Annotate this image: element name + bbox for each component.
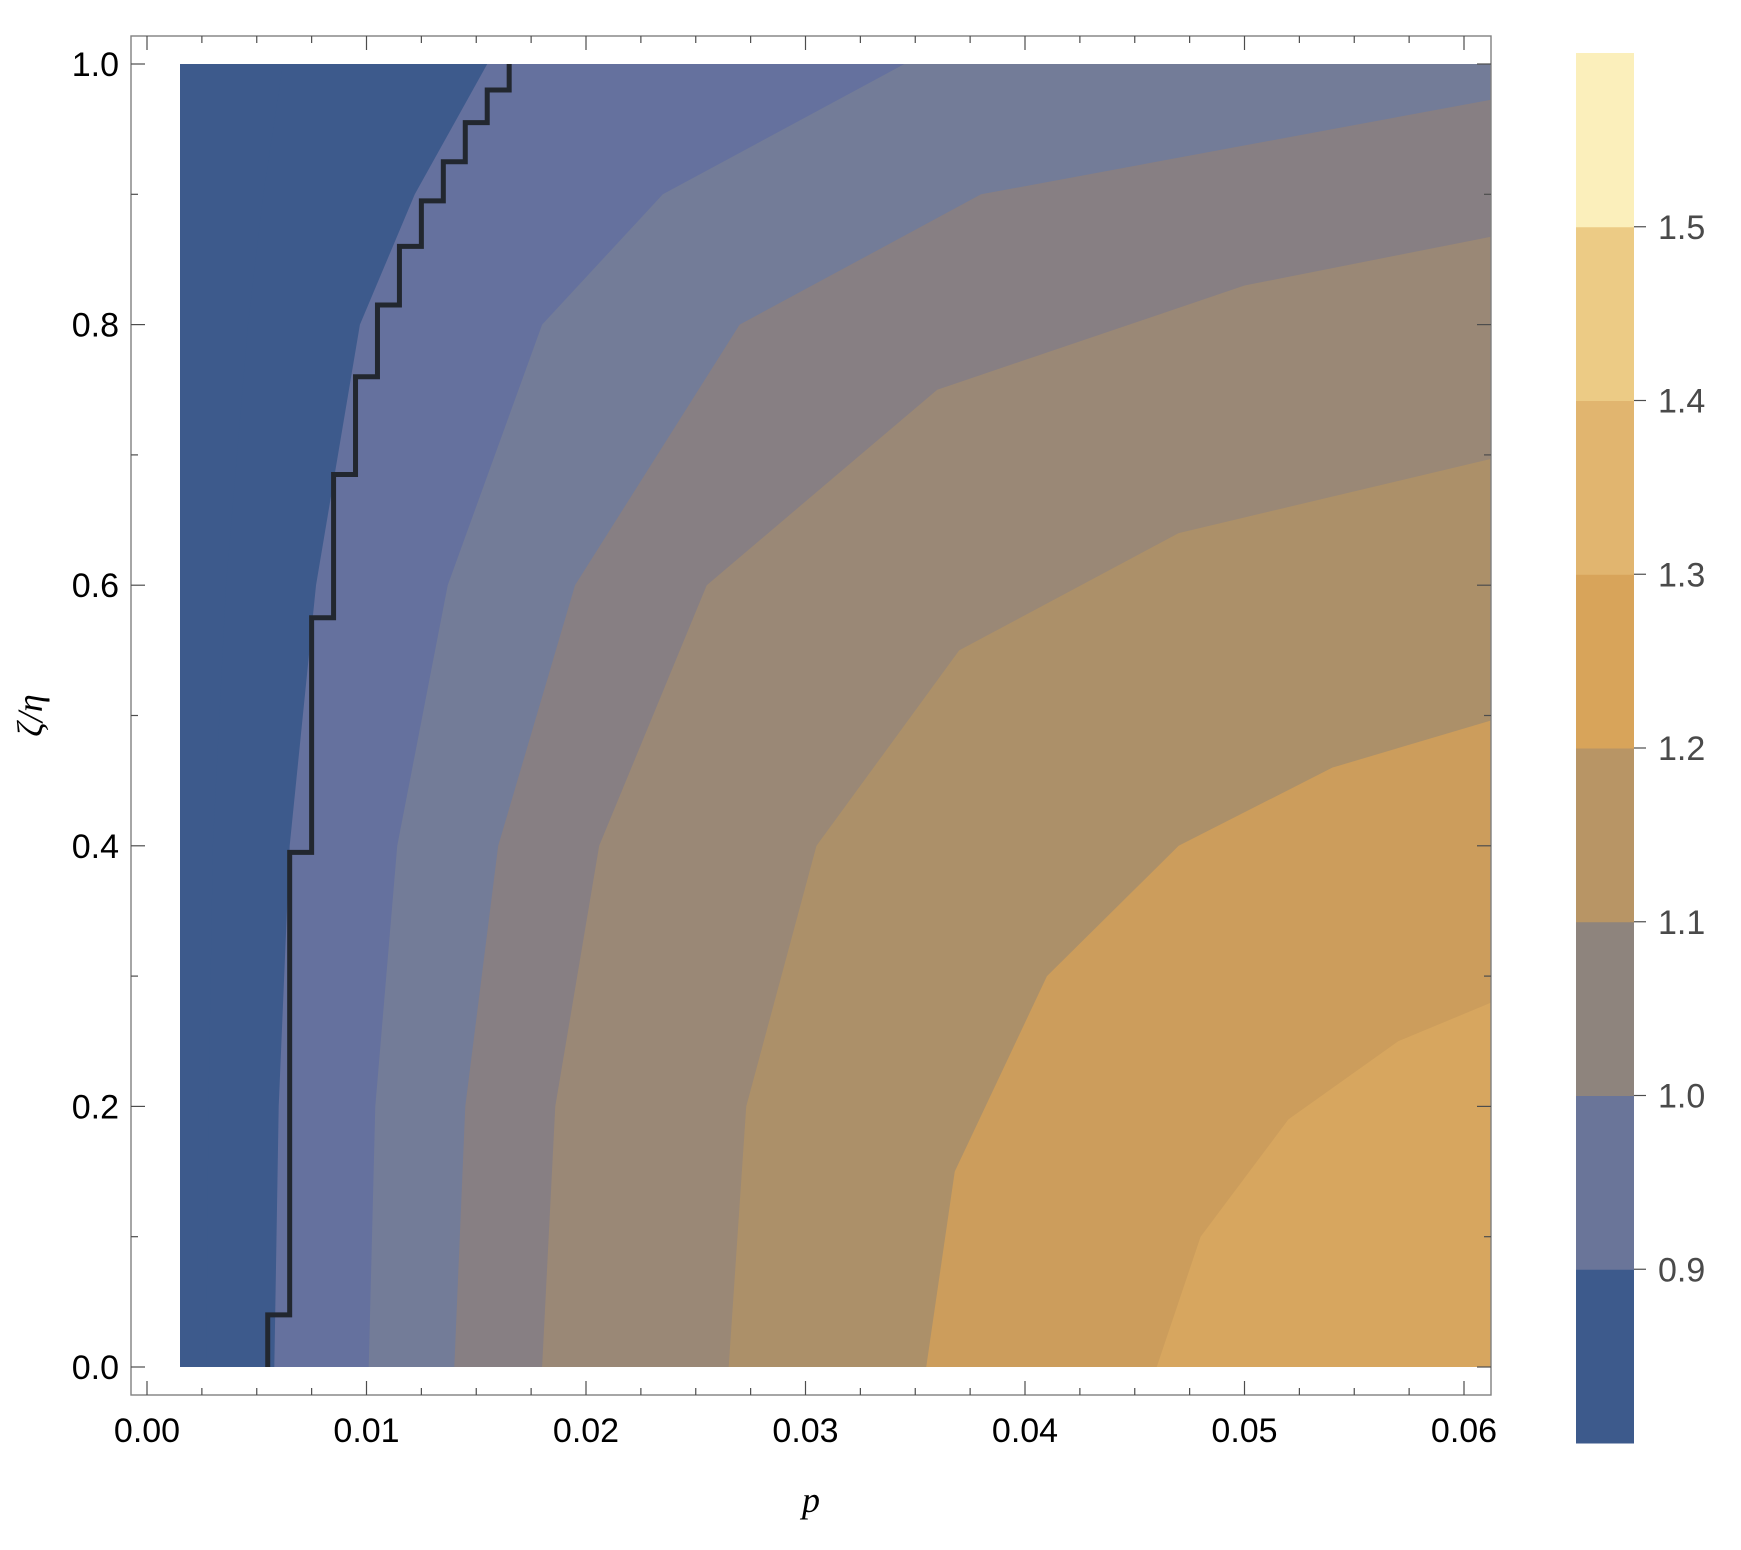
- y-tick-label: 0.6: [72, 567, 119, 605]
- y-axis-label: ζ/η: [10, 694, 50, 736]
- colorbar-segment: [1576, 226, 1634, 401]
- colorbar-tick-label: 1.0: [1658, 1078, 1705, 1116]
- x-tick-label: 0.02: [553, 1412, 619, 1450]
- colorbar-segment: [1576, 1269, 1634, 1444]
- y-axis: 0.0 0.2 0.4 0.6 0.8 1.0: [72, 46, 1491, 1387]
- colorbar-segment: [1576, 1095, 1634, 1270]
- colorbar-segment: [1576, 574, 1634, 749]
- step-contour-line: [265, 64, 512, 1367]
- x-tick-label: 0.04: [992, 1412, 1058, 1450]
- x-tick-label: 0.03: [772, 1412, 838, 1450]
- x-tick-label: 0.05: [1211, 1412, 1277, 1450]
- colorbar: 0.9 1.0 1.1 1.2 1.3 1.4 1.5: [1576, 53, 1705, 1444]
- y-tick-label: 0.8: [72, 307, 119, 345]
- x-tick-label: 0.06: [1431, 1412, 1497, 1450]
- y-tick-label: 0.0: [72, 1349, 119, 1387]
- colorbar-segment: [1576, 53, 1634, 228]
- y-tick-label: 1.0: [72, 46, 119, 84]
- colorbar-segment: [1576, 921, 1634, 1096]
- y-tick-label: 0.2: [72, 1088, 119, 1126]
- colorbar-tick-label: 1.5: [1658, 209, 1705, 247]
- x-tick-label: 0.00: [114, 1412, 180, 1450]
- contour-band-8: [1156, 1002, 1491, 1367]
- colorbar-tick-label: 1.4: [1658, 383, 1705, 421]
- x-axis-label: p: [799, 1480, 820, 1520]
- colorbar-tick-label: 1.1: [1658, 904, 1705, 942]
- colorbar-tick-label: 0.9: [1658, 1251, 1705, 1289]
- x-axis: 0.00 0.01 0.02 0.03 0.04 0.05 0.06: [114, 36, 1497, 1450]
- colorbar-tick-label: 1.2: [1658, 730, 1705, 768]
- y-tick-label: 0.4: [72, 828, 119, 866]
- colorbar-tick-label: 1.3: [1658, 556, 1705, 594]
- colorbar-segment: [1576, 400, 1634, 575]
- x-tick-label: 0.01: [333, 1412, 399, 1450]
- contour-bands: [180, 64, 1491, 1367]
- colorbar-segment: [1576, 748, 1634, 923]
